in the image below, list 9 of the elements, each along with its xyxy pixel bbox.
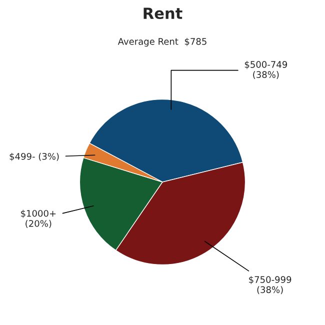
data-label: (20%) [26, 220, 52, 228]
slice-label: $499- (3%) [10, 152, 59, 161]
slice-label: $750-999 [249, 276, 292, 284]
slice-label: $1000+ [21, 210, 56, 218]
chart-subtitle: Average Rent $785 [118, 38, 206, 47]
data-label: (38%) [257, 286, 283, 294]
data-label: (38%) [253, 71, 279, 80]
slice-label: $500-749 [244, 60, 288, 70]
chart-title: Rent [144, 8, 182, 20]
